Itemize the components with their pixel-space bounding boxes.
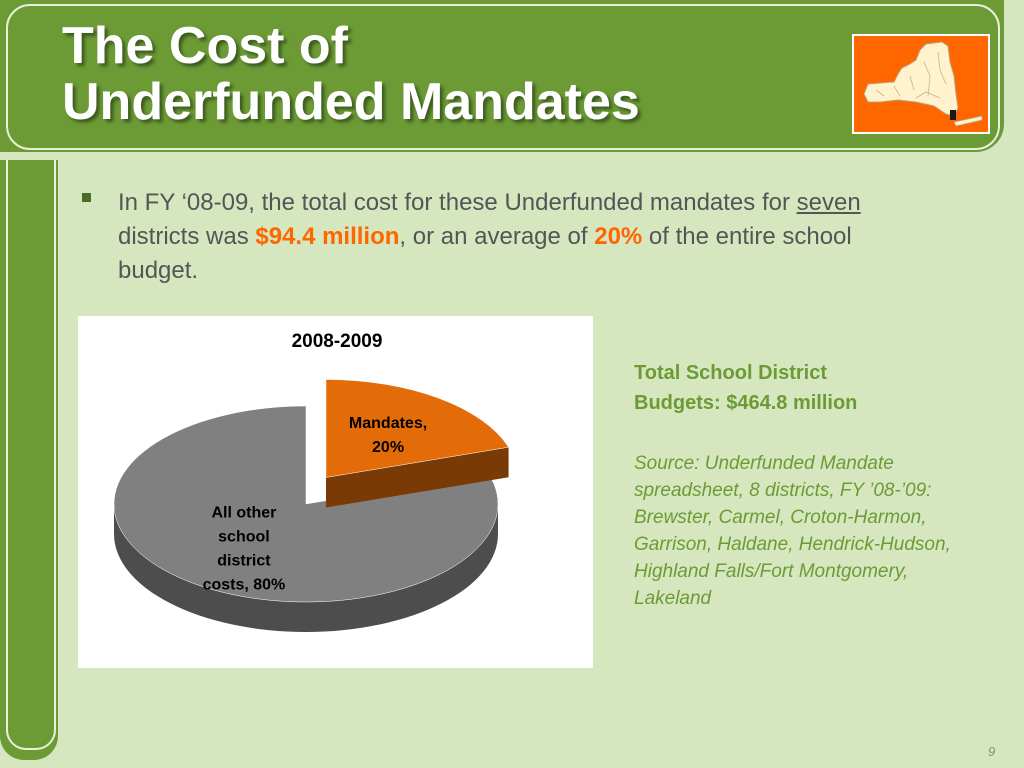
new-york-state-map-icon bbox=[852, 34, 990, 134]
pie-label-line: Mandates, bbox=[349, 415, 427, 432]
bullet-text: In FY ‘08-09, the total cost for these U… bbox=[118, 186, 938, 288]
pie-chart: 2008-2009 All other school district costs, … bbox=[113, 331, 510, 632]
bullet-text-part1: In FY ‘08-09, the total cost for these U… bbox=[118, 189, 797, 216]
pie-slice-cut-mandates-1 bbox=[325, 447, 509, 508]
bullet-marker bbox=[82, 193, 91, 202]
pie-label-line: 20% bbox=[372, 439, 404, 456]
pie-label-line: district bbox=[217, 553, 271, 570]
bullet-text-underlined: seven bbox=[796, 189, 861, 216]
slide-title-line-1: The Cost of bbox=[62, 17, 348, 75]
title-header bbox=[0, 0, 1004, 152]
chart-title: 2008-2009 bbox=[292, 331, 383, 352]
pie-label-mandates: Mandates, 20% bbox=[349, 415, 427, 456]
mandate-cost-highlight: $94.4 million bbox=[255, 223, 400, 250]
slide-title: The Cost of Underfunded Mandates bbox=[62, 18, 640, 130]
pie-slice-wall-all-other-school-district-costs bbox=[114, 504, 498, 632]
pie-label-line: costs, 80% bbox=[203, 577, 286, 594]
title-header-border bbox=[6, 4, 1000, 150]
total-budget-text: Total School District Budgets: $464.8 mi… bbox=[634, 358, 994, 418]
left-accent-bar-border bbox=[6, 150, 56, 750]
bullet-text-part3: , or an average of bbox=[399, 223, 595, 250]
pie-slice-mandates bbox=[325, 379, 510, 478]
pie-slice-side-mandates bbox=[325, 447, 509, 508]
slide-title-line-2: Underfunded Mandates bbox=[62, 73, 640, 131]
mandate-percent-highlight: 20% bbox=[594, 223, 643, 250]
total-budget-line-1: Total School District bbox=[634, 362, 827, 384]
pie-chart-container: 2008-2009 All other school district costs, … bbox=[78, 316, 593, 668]
pie-slice-all-other-school-district-costs bbox=[113, 405, 499, 603]
bullet-text-part4: of the entire school budget. bbox=[118, 223, 852, 284]
bullet-text-part2: districts was bbox=[118, 223, 256, 250]
total-budget-line-2: Budgets: $464.8 million bbox=[634, 392, 858, 414]
pie-label-line: All other bbox=[211, 505, 276, 522]
pie-label-all-other-school-district-costs: All other school district costs, 80% bbox=[203, 505, 286, 594]
new-york-map-graphic bbox=[863, 41, 983, 127]
page-number: 9 bbox=[988, 744, 996, 759]
pie-label-line: school bbox=[218, 529, 270, 546]
source-citation: Source: Underfunded Mandate spreadsheet,… bbox=[634, 453, 951, 609]
